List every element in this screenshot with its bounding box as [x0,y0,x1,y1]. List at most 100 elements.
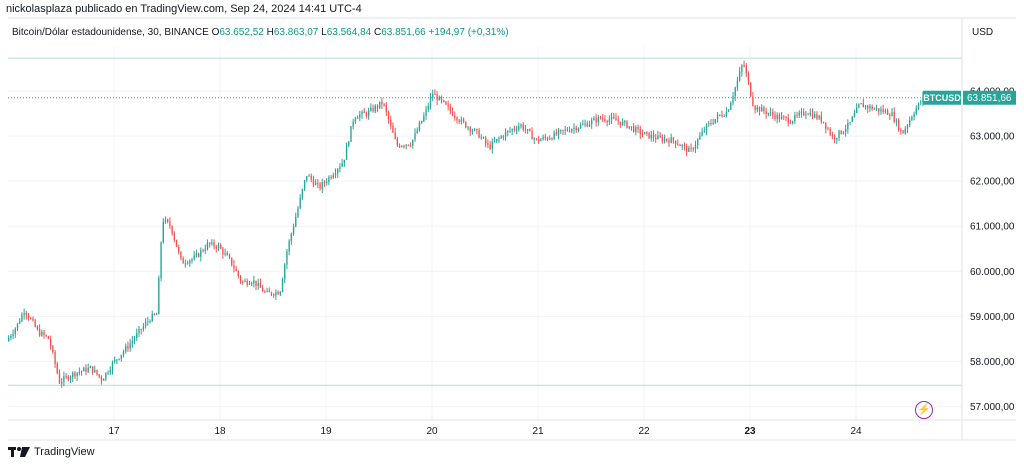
candle-body [657,135,659,140]
candle-body [778,114,781,120]
candle-body [668,140,670,143]
candle-body [286,251,288,265]
candle-body [922,96,924,103]
candle-body [560,129,562,131]
candle-body [745,65,747,74]
candle-body [193,255,195,259]
candle-body [555,132,558,135]
candle-body [478,129,480,138]
candle-body [447,104,449,107]
candle-body [140,329,142,331]
candle-body [586,123,588,127]
candle-body [670,137,672,143]
candle-body [462,119,465,122]
candle-body [292,226,295,234]
candle-body [783,116,785,118]
candle-body [372,107,374,112]
candle-body [420,121,423,124]
candle-body [635,127,637,132]
candle-body [162,221,164,243]
candle-body [685,145,688,152]
candle-body [164,219,167,222]
candle-body [774,115,776,119]
candle-body [836,137,838,140]
candle-body [87,368,89,372]
candle-body [445,101,447,105]
open-label: O [211,27,220,38]
symbol-name[interactable]: Bitcoin/Dólar estadounidense, 30, BINANC… [12,27,209,38]
candle-body [825,122,827,129]
candle-body [694,145,697,150]
candle-body [83,367,85,372]
candle-body [374,105,376,112]
badge-price-box [963,90,1016,105]
candle-body [697,139,699,146]
x-tick-label: 23 [744,426,756,437]
candle-body [663,138,666,142]
candle-body [423,115,425,122]
candle-body [257,282,259,286]
candle-body [21,314,23,322]
candle-body [880,109,882,112]
candle-body [765,111,767,115]
candle-body [564,129,566,131]
candle-body [608,119,611,123]
candle-body [226,253,228,256]
candle-body [173,233,175,240]
candle-body [761,107,763,112]
tradingview-logo-icon [8,447,30,457]
candle-body [489,144,491,149]
candle-body [827,128,829,130]
candle-body [853,113,856,117]
candle-body [416,130,418,134]
candle-body [833,135,836,140]
candle-body [47,336,50,339]
close-value: 63.851,66 [381,27,426,38]
candle-body [10,336,12,338]
candle-body [454,115,456,118]
candle-body [120,354,122,359]
candle-body [107,372,109,374]
badge-symbol: BTCUSD [923,93,961,103]
candle-body [385,104,387,113]
candle-body [49,338,52,347]
candle-body [295,216,297,227]
candle-body [540,139,542,142]
chart-axes [8,17,1016,441]
candle-body [222,248,224,255]
candle-body [661,137,664,142]
candle-body [266,290,268,292]
candle-body [237,271,240,277]
candle-body [74,372,76,377]
candle-body [721,114,723,117]
candle-body [480,137,482,139]
candle-body [913,114,915,118]
candle-body [255,280,257,286]
candle-body [610,116,613,120]
candle-body [352,121,354,127]
candle-body [443,100,445,102]
candle-body [12,333,14,337]
candle-body [842,131,845,134]
candle-body [703,130,705,132]
candle-body [127,346,129,349]
candle-body [677,144,679,146]
candle-body [133,338,136,341]
candle-body [425,109,427,116]
candle-body [800,111,803,113]
x-tick-label: 18 [214,426,226,437]
candle-body [820,115,823,122]
candle-body [80,371,83,373]
candle-body [491,141,493,149]
candle-body [244,280,246,282]
candle-body [869,106,871,109]
candle-body [807,114,809,116]
flash-icon[interactable]: ⚡ [915,401,933,419]
candle-body [752,96,754,106]
candle-body [332,175,334,178]
currency-button[interactable]: USD [972,27,994,38]
candle-body [822,121,825,123]
candle-body [471,130,474,132]
candle-body [89,366,92,369]
